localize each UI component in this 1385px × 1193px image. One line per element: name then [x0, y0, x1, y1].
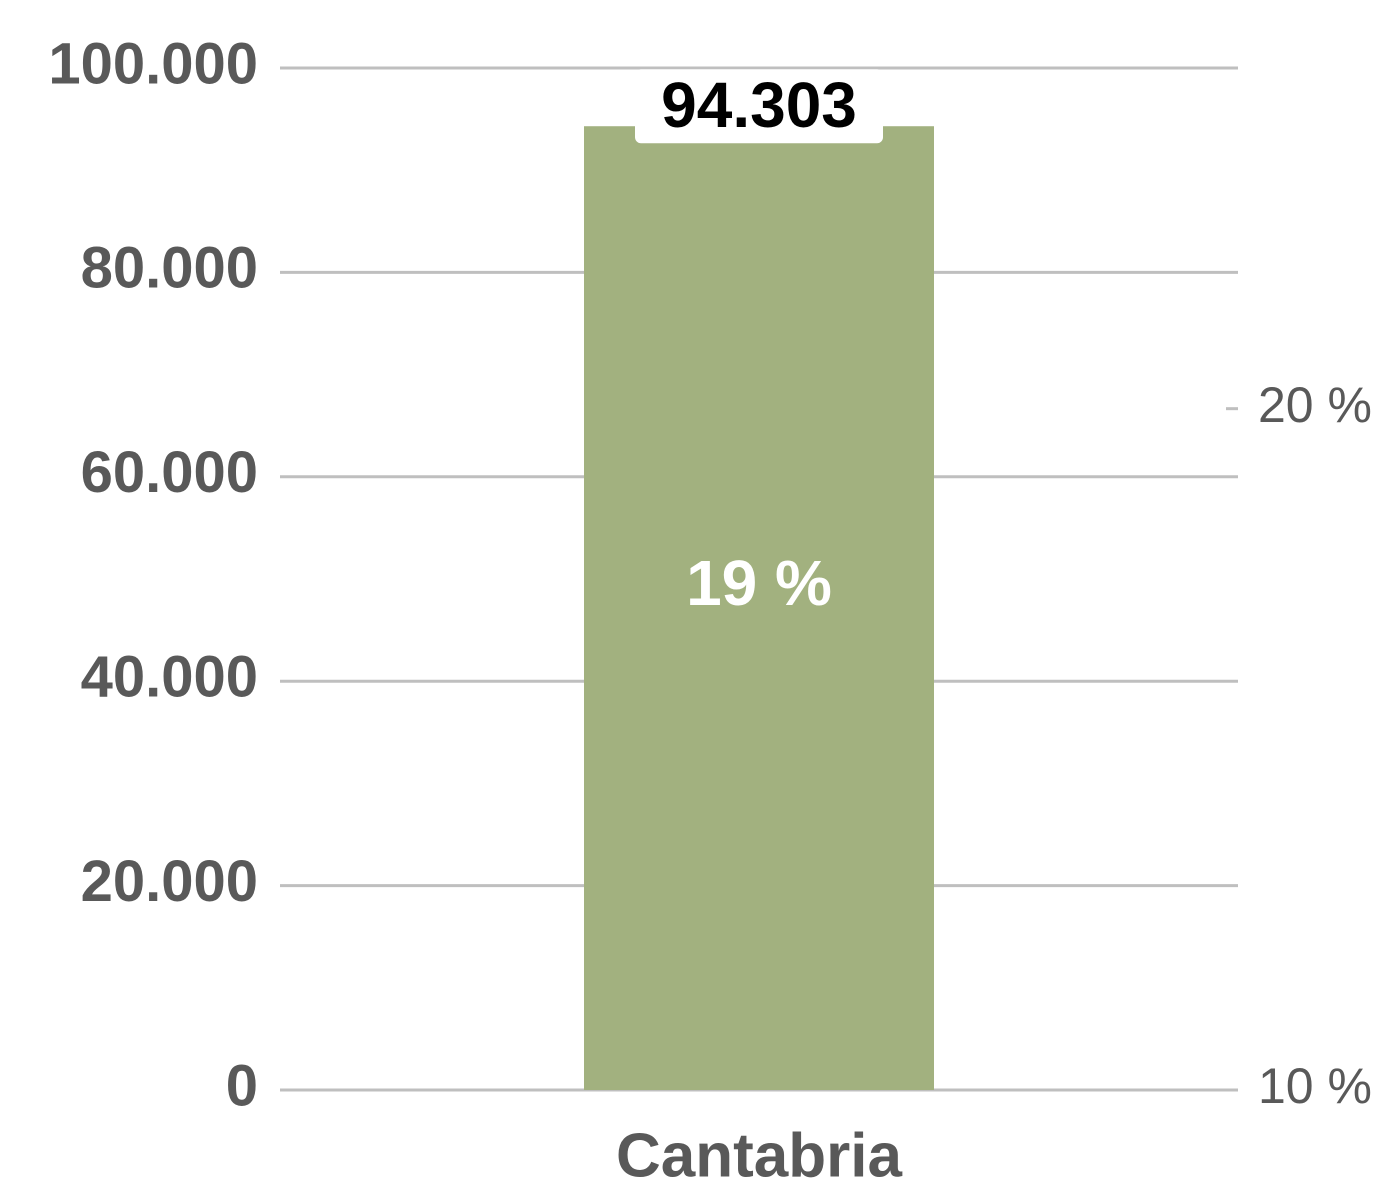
y2-tick-label: 20 %	[1258, 377, 1372, 433]
y-tick-label: 40.000	[81, 645, 258, 710]
share-label: 19 %	[686, 547, 832, 619]
y2-tick-label: 10 %	[1258, 1058, 1372, 1114]
value-label-box	[635, 69, 883, 144]
y-tick-label: 80.000	[81, 236, 258, 301]
y-tick-label: 60.000	[81, 440, 258, 505]
y-tick-label: 100.000	[48, 31, 258, 96]
y-tick-label: 20.000	[81, 849, 258, 914]
y-tick-label: 0	[226, 1053, 258, 1118]
x-tick-label: Cantabria	[616, 1121, 902, 1190]
bar	[584, 126, 934, 1091]
value-label: 94.303	[661, 69, 857, 141]
